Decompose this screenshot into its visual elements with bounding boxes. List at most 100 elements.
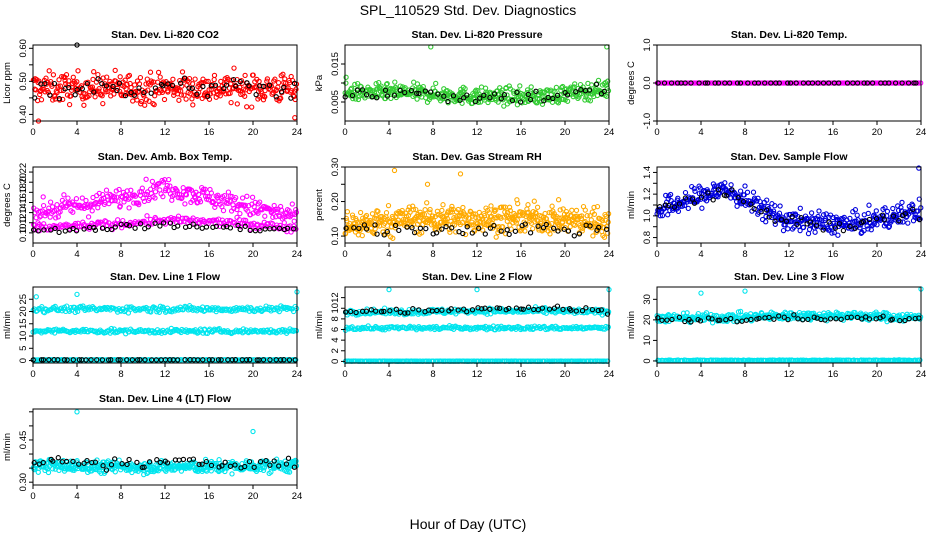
- data-point: [231, 219, 238, 226]
- data-point: [697, 185, 703, 191]
- data-point: [488, 203, 494, 209]
- data-point: [37, 214, 43, 220]
- data-point: [785, 226, 791, 232]
- data-point: [123, 221, 130, 228]
- data-point: [40, 357, 47, 363]
- data-point: [363, 92, 370, 98]
- data-point: [194, 224, 200, 230]
- data-point: [178, 92, 185, 98]
- x-tick-label: 16: [828, 249, 839, 260]
- data-point: [197, 199, 204, 205]
- x-tick-label: 24: [916, 249, 927, 260]
- data-point: [242, 93, 248, 99]
- data-point: [805, 230, 812, 237]
- data-point: [160, 220, 167, 226]
- data-point: [392, 225, 398, 231]
- data-point: [244, 193, 250, 199]
- data-point: [178, 306, 184, 313]
- data-point: [501, 92, 508, 98]
- data-point: [359, 87, 366, 93]
- data-point: [228, 99, 234, 106]
- plot-frame: [32, 286, 298, 364]
- data-point: [688, 319, 694, 325]
- data-point: [218, 78, 224, 85]
- data-point: [667, 191, 674, 198]
- y-tick-label: 0.14: [18, 203, 29, 222]
- y-axis-title: percent: [314, 189, 325, 221]
- data-point: [698, 194, 705, 200]
- data-point: [773, 80, 779, 86]
- data-point: [90, 76, 96, 83]
- x-tick-label: 4: [74, 127, 79, 138]
- x-tick-label: 24: [292, 127, 303, 138]
- data-point: [148, 357, 155, 363]
- data-point: [247, 227, 253, 234]
- data-point: [778, 216, 785, 223]
- data-point: [103, 187, 110, 193]
- data-point: [574, 213, 580, 219]
- data-point: [254, 357, 260, 363]
- data-point: [40, 194, 46, 200]
- data-point: [137, 74, 144, 81]
- data-point: [411, 229, 418, 236]
- data-point: [260, 97, 267, 103]
- data-point: [383, 210, 390, 216]
- data-point: [363, 212, 370, 219]
- data-point: [261, 83, 267, 90]
- data-point: [758, 209, 764, 215]
- data-point: [820, 227, 826, 233]
- data-point: [271, 226, 277, 232]
- data-point: [165, 187, 171, 194]
- data-point: [47, 199, 54, 205]
- data-point: [815, 80, 821, 86]
- data-point: [286, 357, 293, 363]
- data-point: [518, 306, 524, 312]
- data-point: [117, 357, 123, 363]
- x-tick-label: 20: [872, 249, 883, 260]
- data-point: [233, 83, 239, 89]
- data-point: [192, 76, 198, 82]
- data-point: [836, 80, 842, 86]
- data-point: [448, 306, 454, 312]
- y-axis-title: Licor ppm: [2, 62, 13, 104]
- data-point: [525, 91, 531, 98]
- data-point: [791, 312, 797, 318]
- data-point: [95, 205, 101, 211]
- data-point: [293, 209, 300, 216]
- data-point: [772, 218, 778, 224]
- data-point: [741, 192, 747, 198]
- data-point: [348, 308, 354, 315]
- data-point: [682, 202, 688, 209]
- data-point: [433, 230, 440, 236]
- data-point: [696, 80, 702, 86]
- data-point: [122, 92, 129, 99]
- data-point: [88, 202, 94, 209]
- data-point: [482, 305, 488, 311]
- data-point: [487, 95, 493, 101]
- data-point: [506, 305, 512, 312]
- data-point: [349, 92, 356, 99]
- data-point: [177, 77, 183, 84]
- data-point: [373, 308, 379, 314]
- data-point: [190, 221, 196, 227]
- data-point: [527, 230, 534, 236]
- data-point: [154, 309, 160, 315]
- x-tick-label: 8: [118, 369, 123, 380]
- data-point: [563, 208, 570, 215]
- y-tick-label: 0.10: [18, 224, 29, 243]
- x-tick-label: 24: [292, 369, 303, 380]
- data-point: [416, 307, 422, 313]
- data-point: [241, 357, 248, 363]
- data-point: [200, 357, 206, 363]
- data-point: [525, 202, 531, 208]
- data-point: [605, 78, 611, 84]
- data-point: [278, 95, 284, 101]
- data-points: [654, 165, 924, 238]
- data-point: [103, 83, 110, 89]
- data-point: [460, 230, 466, 237]
- data-point: [692, 188, 698, 194]
- y-axis-title: kPa: [314, 74, 325, 91]
- data-point: [543, 221, 549, 228]
- data-point: [501, 103, 507, 109]
